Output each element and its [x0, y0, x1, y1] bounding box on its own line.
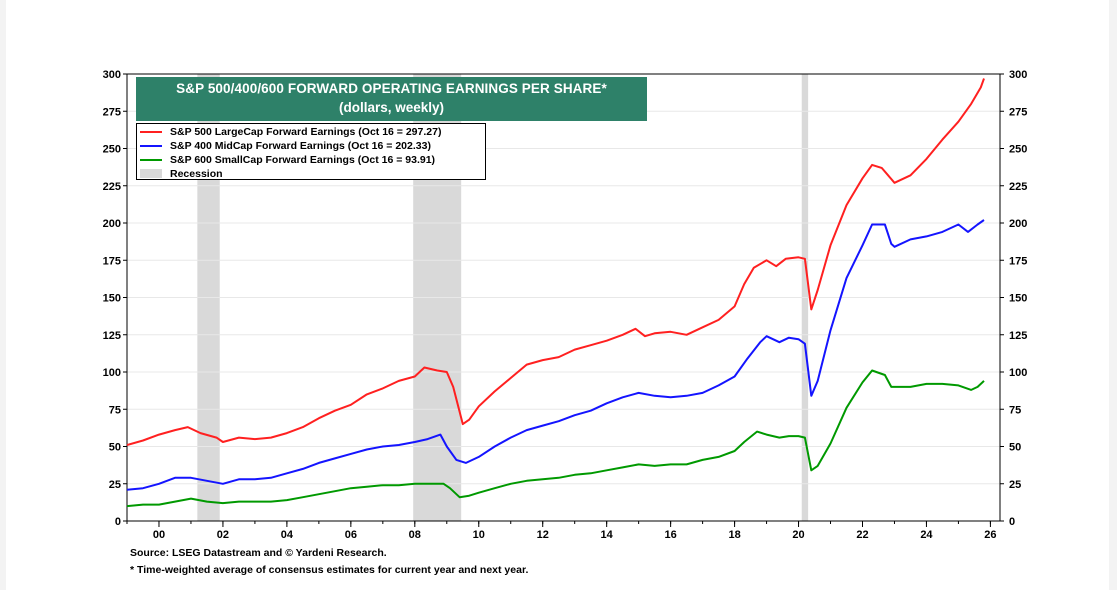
xtick-label-04: 04: [281, 529, 294, 541]
ytick-label-left-200: 200: [103, 218, 121, 230]
ytick-label-right-50: 50: [1009, 442, 1021, 454]
ytick-label-right-250: 250: [1009, 144, 1027, 156]
ytick-label-left-100: 100: [103, 367, 121, 379]
series-line-sp400: [126, 219, 985, 491]
legend-swatch-sp600: [140, 158, 162, 161]
legend-item-sp600: S&P 600 SmallCap Forward Earnings (Oct 1…: [140, 153, 485, 166]
ytick-label-left-125: 125: [103, 330, 121, 342]
xtick-label-12: 12: [537, 529, 549, 541]
ytick-label-right-175: 175: [1009, 255, 1027, 267]
xtick-label-06: 06: [345, 529, 357, 541]
ytick-label-left-75: 75: [109, 404, 121, 416]
xtick-label-02: 02: [217, 529, 229, 541]
series: [126, 78, 985, 508]
ytick-label-right-150: 150: [1009, 293, 1027, 305]
legend-item-recession: Recession: [140, 167, 485, 180]
ytick-label-left-175: 175: [103, 255, 121, 267]
xtick-label-24: 24: [920, 529, 933, 541]
ytick-label-right-225: 225: [1009, 181, 1027, 193]
ytick-label-left-150: 150: [103, 293, 121, 305]
ytick-label-right-125: 125: [1009, 330, 1027, 342]
page-edge-left: [0, 0, 6, 590]
legend: S&P 500 LargeCap Forward Earnings (Oct 1…: [136, 123, 486, 180]
ytick-label-left-0: 0: [115, 516, 121, 528]
ytick-label-left-225: 225: [103, 181, 121, 193]
ytick-label-right-0: 0: [1009, 516, 1015, 528]
ytick-label-right-300: 300: [1009, 69, 1027, 81]
xtick-label-26: 26: [984, 529, 996, 541]
xtick-label-08: 08: [409, 529, 421, 541]
ytick-label-left-250: 250: [103, 144, 121, 156]
ytick-label-left-25: 25: [109, 479, 121, 491]
legend-swatch-recession: [140, 169, 162, 178]
legend-item-sp500: S&P 500 LargeCap Forward Earnings (Oct 1…: [140, 125, 485, 138]
ytick-label-right-25: 25: [1009, 479, 1021, 491]
chart-title: S&P 500/400/600 FORWARD OPERATING EARNIN…: [176, 81, 607, 96]
ytick-label-right-75: 75: [1009, 404, 1021, 416]
ytick-label-right-275: 275: [1009, 106, 1027, 118]
source-note: Source: LSEG Datastream and © Yardeni Re…: [130, 547, 387, 559]
xtick-label-18: 18: [728, 529, 740, 541]
xtick-label-16: 16: [665, 529, 677, 541]
ytick-label-right-100: 100: [1009, 367, 1027, 379]
ytick-label-left-50: 50: [109, 442, 121, 454]
legend-label-sp400: S&P 400 MidCap Forward Earnings (Oct 16 …: [170, 139, 431, 152]
xtick-label-14: 14: [601, 529, 614, 541]
gridlines: [127, 110, 1000, 485]
legend-item-sp400: S&P 400 MidCap Forward Earnings (Oct 16 …: [140, 139, 485, 152]
series-line-sp600: [126, 369, 985, 508]
xtick-label-10: 10: [473, 529, 485, 541]
chart-subtitle: (dollars, weekly): [338, 100, 445, 115]
ytick-label-right-200: 200: [1009, 218, 1027, 230]
series-line-sp500: [126, 78, 985, 446]
footnote: * Time-weighted average of consensus est…: [130, 564, 529, 576]
page-edge-right: [1109, 0, 1117, 590]
xtick-label-00: 00: [153, 529, 165, 541]
chart-title-box: S&P 500/400/600 FORWARD OPERATING EARNIN…: [136, 77, 647, 121]
ytick-label-left-300: 300: [103, 69, 121, 81]
ytick-label-left-275: 275: [103, 106, 121, 118]
legend-swatch-sp400: [140, 144, 162, 147]
legend-label-recession: Recession: [170, 167, 223, 180]
legend-label-sp500: S&P 500 LargeCap Forward Earnings (Oct 1…: [170, 125, 442, 138]
xtick-label-20: 20: [792, 529, 804, 541]
legend-swatch-sp500: [140, 130, 162, 133]
xtick-label-22: 22: [856, 529, 868, 541]
legend-label-sp600: S&P 600 SmallCap Forward Earnings (Oct 1…: [170, 153, 436, 166]
